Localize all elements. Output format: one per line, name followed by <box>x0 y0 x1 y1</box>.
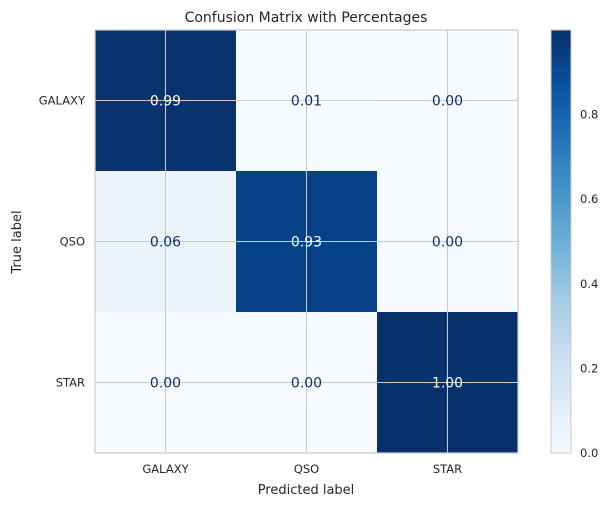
chart-title: Confusion Matrix with Percentages <box>185 10 428 26</box>
cell-value-label: 1.00 <box>432 376 463 392</box>
x-axis-label: Predicted label <box>258 483 355 498</box>
grid-lines <box>95 30 518 453</box>
cell-value-label: 0.01 <box>291 94 322 110</box>
plot-frame <box>94 29 519 454</box>
colorbar <box>550 29 572 454</box>
cell-value-label: 0.00 <box>150 376 181 392</box>
y-axis-label: True label <box>10 210 25 274</box>
y-tick-labels: GALAXY QSO STAR <box>39 94 86 390</box>
x-tick-label: STAR <box>433 462 462 476</box>
cell-value-label: 0.00 <box>432 235 463 251</box>
cell-value-label: 0.99 <box>150 94 181 110</box>
x-tick-labels: GALAXY QSO STAR <box>142 462 462 476</box>
x-tick-label: GALAXY <box>142 462 189 476</box>
colorbar-tick-label: 0.6 <box>580 192 598 206</box>
cell-value-label: 0.00 <box>432 94 463 110</box>
colorbar-tick-label: 0.4 <box>580 277 598 291</box>
colorbar-tick-label: 0.0 <box>580 446 598 460</box>
cell-value-label: 0.06 <box>150 235 181 251</box>
colorbar-tick-label: 0.2 <box>580 361 598 375</box>
y-tick-label: QSO <box>60 235 85 249</box>
cell-value-labels: 0.99 0.01 0.00 0.06 0.93 0.00 0.00 0.00 1.00 <box>150 94 463 392</box>
cell-value-label: 0.00 <box>291 376 322 392</box>
cell-value-label: 0.93 <box>291 235 322 251</box>
colorbar-tick-labels: 0.0 0.2 0.4 0.6 0.8 <box>580 108 598 460</box>
y-tick-label: GALAXY <box>39 94 86 108</box>
y-tick-label: STAR <box>56 376 85 390</box>
x-tick-label: QSO <box>294 462 319 476</box>
colorbar-tick-label: 0.8 <box>580 108 598 122</box>
